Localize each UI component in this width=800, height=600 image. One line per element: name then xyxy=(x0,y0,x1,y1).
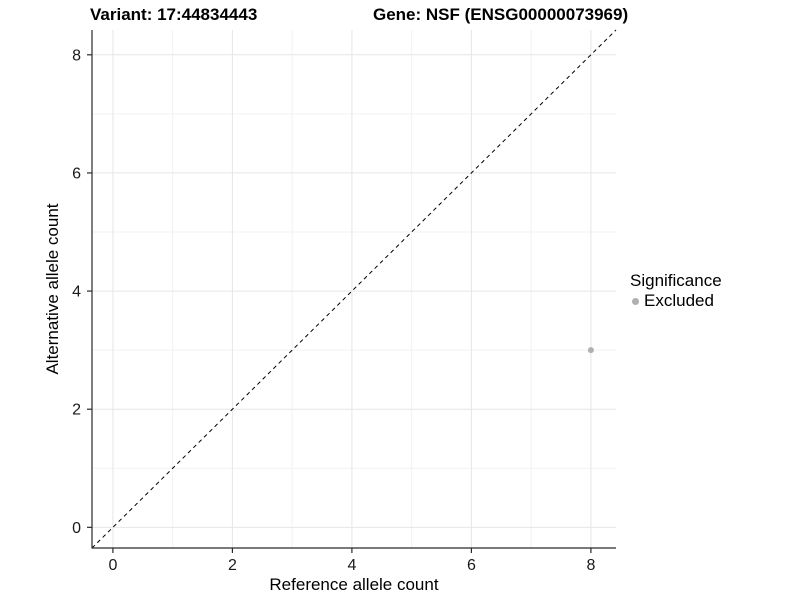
excluded-point-icon xyxy=(632,297,639,305)
y-tick-label: 4 xyxy=(72,284,81,301)
legend-item-label: Excluded xyxy=(644,291,714,310)
x-tick-label: 0 xyxy=(108,557,117,574)
y-tick-label: 8 xyxy=(72,47,81,64)
y-tick-label: 2 xyxy=(72,402,81,419)
legend-title: Significance xyxy=(630,271,722,290)
identity-line xyxy=(91,29,617,549)
legend-item-excluded: Excluded xyxy=(630,291,722,311)
x-tick-label: 4 xyxy=(347,557,356,574)
x-tick-label: 2 xyxy=(228,557,237,574)
data-point xyxy=(587,347,594,354)
y-tick-label: 6 xyxy=(72,165,81,182)
x-tick-label: 8 xyxy=(586,557,595,574)
y-axis-title: Alternative allele count xyxy=(43,203,62,375)
x-axis-title: Reference allele count xyxy=(269,575,439,594)
variant-title: Variant: 17:44834443 xyxy=(90,5,258,24)
x-tick-label: 6 xyxy=(467,557,476,574)
y-tick-label: 0 xyxy=(72,520,81,537)
legend: Significance Excluded xyxy=(630,271,722,311)
gene-title: Gene: NSF (ENSG00000073969) xyxy=(373,5,629,24)
